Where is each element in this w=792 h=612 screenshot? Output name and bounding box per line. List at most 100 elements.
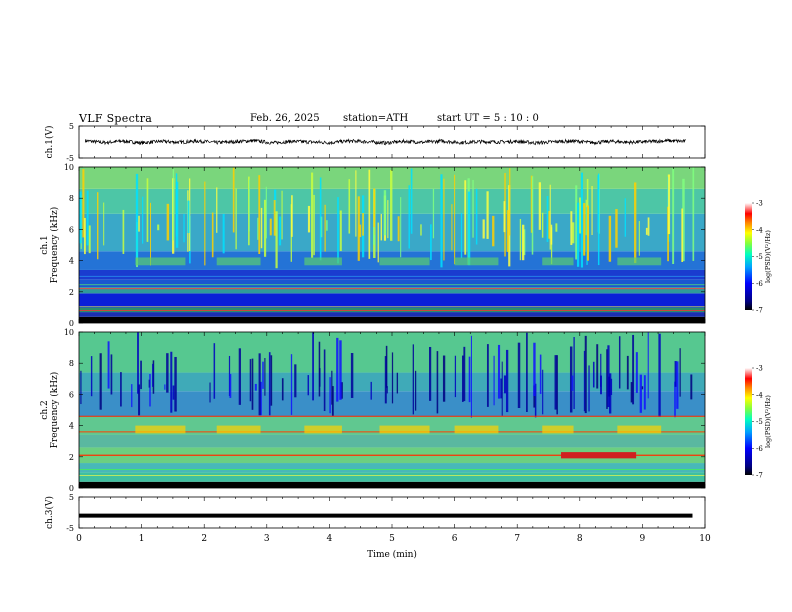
- y-tick-label: 0: [69, 319, 74, 328]
- spectro-tone: [304, 425, 342, 434]
- spectro-streak: [209, 382, 211, 403]
- spectro-streak: [323, 349, 326, 412]
- spectro-streak: [597, 175, 599, 233]
- x-tick-label: 7: [514, 534, 520, 544]
- spectro-streak: [166, 353, 169, 393]
- spectro-frame: [78, 166, 706, 324]
- spectro-streak: [164, 384, 166, 390]
- y-tick-label: 4: [69, 422, 74, 431]
- spectro-streak: [216, 187, 218, 233]
- spectro-tone: [379, 425, 430, 434]
- spectro-streak: [647, 332, 649, 399]
- ch1-ylabel: ch.1(V): [44, 126, 55, 159]
- spectro-streak: [397, 216, 400, 242]
- spectro-streak: [355, 170, 357, 237]
- spectro-streak: [290, 354, 293, 415]
- spectro-tone: [135, 257, 186, 266]
- spectro-streak: [337, 197, 339, 264]
- spectro-streak: [148, 379, 150, 388]
- spectro-streak: [384, 356, 387, 404]
- date-label: Feb. 26, 2025: [250, 113, 320, 124]
- spectro-streak: [90, 356, 93, 397]
- spectro-streak: [368, 169, 371, 259]
- spectro-streak: [586, 205, 589, 261]
- spectro-streak: [493, 355, 495, 406]
- spectro-streak: [576, 202, 580, 267]
- spectro-band: [79, 312, 705, 317]
- colorbar: [745, 368, 752, 475]
- ch1-spectrogram-ylabel: ch.1: [40, 235, 50, 254]
- spectro-streak: [676, 361, 679, 409]
- y-tick-label: 6: [69, 390, 74, 399]
- ch1-frame: [78, 125, 706, 159]
- spectro-streak: [647, 217, 650, 236]
- y-tick-label: 10: [64, 163, 74, 172]
- spectro-tone: [542, 257, 574, 266]
- spectro-streak: [475, 188, 478, 245]
- spectro-streak: [443, 178, 445, 261]
- spectro-streak: [548, 211, 551, 239]
- spectro-streak: [632, 334, 635, 405]
- spectro-band: [79, 416, 705, 435]
- spectro-streak: [408, 185, 410, 249]
- spectro-streak: [320, 216, 323, 238]
- spectro-streak: [329, 377, 331, 414]
- colorbar-tick-label: -7: [756, 307, 763, 315]
- spectro-streak: [461, 355, 464, 402]
- spectro-streak: [294, 364, 297, 398]
- y-tick-label: 2: [69, 453, 74, 462]
- spectro-streak: [313, 194, 315, 256]
- spectro-streak: [171, 178, 175, 254]
- spectro-band: [79, 279, 705, 288]
- spectro-frame: [78, 331, 706, 489]
- y-tick-label: 4: [69, 257, 74, 266]
- spectro-streak: [120, 372, 122, 407]
- spectro-streak: [157, 224, 160, 231]
- spectro-band: [79, 269, 705, 280]
- spectro-streak: [386, 386, 388, 394]
- spectro-streak: [82, 169, 85, 238]
- spectro-streak: [137, 332, 139, 394]
- spectro-streak: [391, 352, 394, 404]
- spectro-streak: [222, 213, 225, 254]
- spectro-streak: [470, 335, 472, 418]
- x-tick-label: 9: [640, 534, 646, 544]
- spectro-streak: [175, 173, 178, 237]
- spectro-streak: [638, 221, 640, 256]
- spectro-streak: [331, 386, 334, 416]
- spectro-streak: [658, 333, 661, 417]
- spectro-streak: [251, 358, 254, 410]
- spectro-streak: [517, 342, 521, 409]
- spectro-streak: [149, 374, 151, 407]
- spectro-streak: [258, 175, 261, 255]
- spectro-streak: [373, 188, 376, 235]
- spectro-streak: [533, 385, 536, 408]
- spectro-streak: [634, 182, 637, 264]
- spectro-streak: [432, 188, 435, 239]
- spectro-streak: [279, 216, 282, 246]
- spectro-streak: [497, 344, 501, 399]
- spectro-streak: [281, 378, 284, 401]
- spectro-streak: [570, 211, 573, 245]
- spectro-streak: [99, 353, 102, 410]
- spectro-streak: [152, 360, 155, 394]
- spectro-streak: [690, 374, 693, 400]
- spectro-streak: [596, 344, 599, 389]
- spectro-streak: [500, 378, 503, 399]
- spectro-tone: [216, 425, 261, 434]
- spectro-streak: [591, 186, 593, 235]
- spectro-streak: [229, 374, 232, 398]
- spectro-streak: [311, 172, 314, 258]
- spectro-streak: [152, 363, 154, 387]
- spectro-streak: [501, 361, 503, 416]
- spectro-tone: [216, 257, 261, 266]
- y-tick-label: -5: [66, 524, 74, 533]
- spectro-streak: [166, 203, 170, 241]
- spectro-tone: [542, 425, 574, 434]
- spectro-streak: [454, 174, 456, 265]
- spectro-streak: [318, 341, 321, 397]
- spectro-streak: [626, 355, 629, 390]
- spectro-streak: [641, 386, 644, 390]
- x-tick-label: 1: [139, 534, 145, 544]
- spectro-streak: [258, 353, 261, 416]
